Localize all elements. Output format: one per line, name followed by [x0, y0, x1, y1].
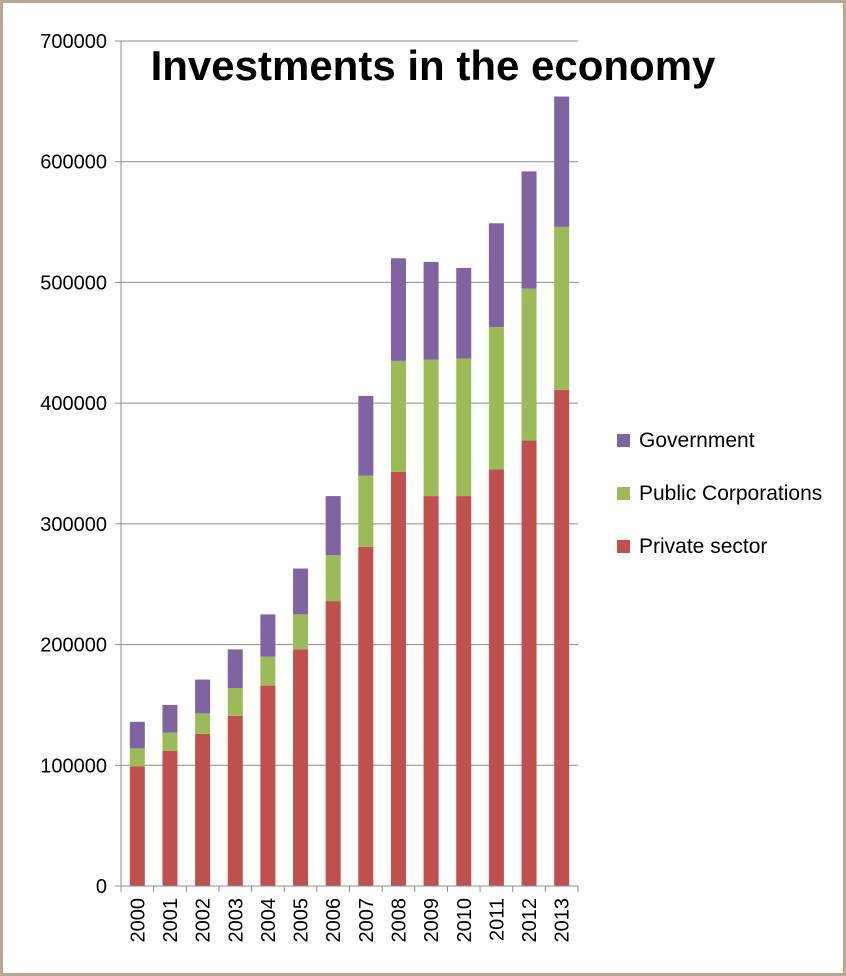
x-tick-label: 2006 — [323, 898, 345, 943]
y-tick-label: 200000 — [40, 635, 107, 657]
x-tick-label: 2008 — [388, 898, 410, 943]
x-tick-label: 2000 — [127, 898, 149, 943]
bar-segment-private-sector — [325, 601, 341, 886]
bar-segment-private-sector — [554, 389, 570, 886]
x-tick-label: 2005 — [291, 898, 313, 943]
legend-label: Government — [639, 429, 755, 452]
bar-segment-private-sector — [227, 715, 243, 886]
bar-segment-private-sector — [488, 469, 504, 886]
bar-segment-public-corporations — [554, 226, 570, 390]
bar-segment-government — [162, 704, 178, 733]
bar-segment-public-corporations — [227, 688, 243, 716]
bar-segment-public-corporations — [488, 327, 504, 470]
bar-segment-government — [129, 721, 145, 749]
bar-segment-public-corporations — [162, 732, 178, 751]
bar-segment-government — [488, 223, 504, 328]
bar-segment-government — [521, 171, 537, 289]
legend-swatch — [617, 540, 630, 553]
x-axis-ticks: 2000 2001 2002 2003 2004 2005 2006 2007 2008 2009… — [120, 886, 579, 943]
legend-label: Public Corporations — [639, 482, 822, 505]
x-tick-label: 2010 — [454, 898, 476, 943]
y-tick-label: 500000 — [40, 272, 107, 294]
bar-segment-public-corporations — [195, 713, 211, 734]
bar-segment-private-sector — [358, 546, 374, 886]
bar-segment-private-sector — [521, 440, 537, 886]
bar-segment-government — [390, 258, 406, 361]
bar-segment-government — [554, 96, 570, 227]
y-tick-label: 0 — [96, 876, 107, 898]
x-tick-label: 2012 — [519, 898, 541, 943]
bar-segment-government — [358, 395, 374, 476]
x-tick-label: 2002 — [193, 898, 215, 943]
y-tick-label: 700000 — [40, 31, 107, 53]
x-tick-label: 2004 — [258, 898, 280, 943]
bar-segment-private-sector — [293, 649, 309, 886]
bar-segment-private-sector — [195, 733, 211, 886]
bar-segment-government — [423, 261, 439, 360]
bar-segment-public-corporations — [358, 475, 374, 547]
bar-segment-private-sector — [129, 766, 145, 886]
bar-segment-government — [260, 614, 276, 657]
bar-segment-private-sector — [162, 750, 178, 886]
y-tick-label: 100000 — [40, 755, 107, 777]
bar-segment-private-sector — [260, 685, 276, 886]
bar-segment-government — [456, 267, 472, 359]
bar-segment-private-sector — [423, 496, 439, 886]
bar-segment-public-corporations — [260, 656, 276, 686]
bar-segment-private-sector — [390, 471, 406, 886]
x-tick-label: 2001 — [160, 898, 182, 943]
bar-segment-public-corporations — [390, 360, 406, 472]
bars — [129, 96, 570, 886]
x-tick-label: 2013 — [552, 898, 574, 943]
bar-segment-public-corporations — [456, 358, 472, 497]
legend-label: Private sector — [639, 535, 767, 558]
x-tick-label: 2009 — [421, 898, 443, 943]
y-axis-ticks: 0 100000 200000 300000 400000 500000 600000 700… — [40, 31, 121, 898]
bar-segment-government — [325, 496, 341, 556]
bar-segment-public-corporations — [521, 288, 537, 441]
bar-segment-public-corporations — [293, 614, 309, 650]
bar-segment-public-corporations — [129, 748, 145, 767]
x-tick-label: 2007 — [356, 898, 378, 943]
bar-segment-public-corporations — [423, 359, 439, 497]
stacked-bar-chart: 0 100000 200000 300000 400000 500000 600000 700… — [40, 31, 822, 943]
legend-swatch — [617, 434, 630, 447]
x-tick-label: 2011 — [486, 898, 508, 941]
y-tick-label: 300000 — [40, 514, 107, 536]
x-tick-label: 2003 — [225, 898, 247, 943]
legend: Government Public Corporations Private sec… — [617, 429, 822, 558]
bar-segment-public-corporations — [325, 555, 341, 602]
bar-segment-government — [195, 679, 211, 714]
gridlines — [121, 40, 578, 766]
bar-segment-private-sector — [456, 496, 472, 886]
legend-swatch — [617, 487, 630, 500]
chart-title: Investments in the economy — [151, 42, 716, 89]
bar-segment-government — [293, 568, 309, 615]
axes — [120, 41, 578, 887]
y-tick-label: 400000 — [40, 393, 107, 415]
bar-segment-government — [227, 649, 243, 689]
y-tick-label: 600000 — [40, 152, 107, 174]
